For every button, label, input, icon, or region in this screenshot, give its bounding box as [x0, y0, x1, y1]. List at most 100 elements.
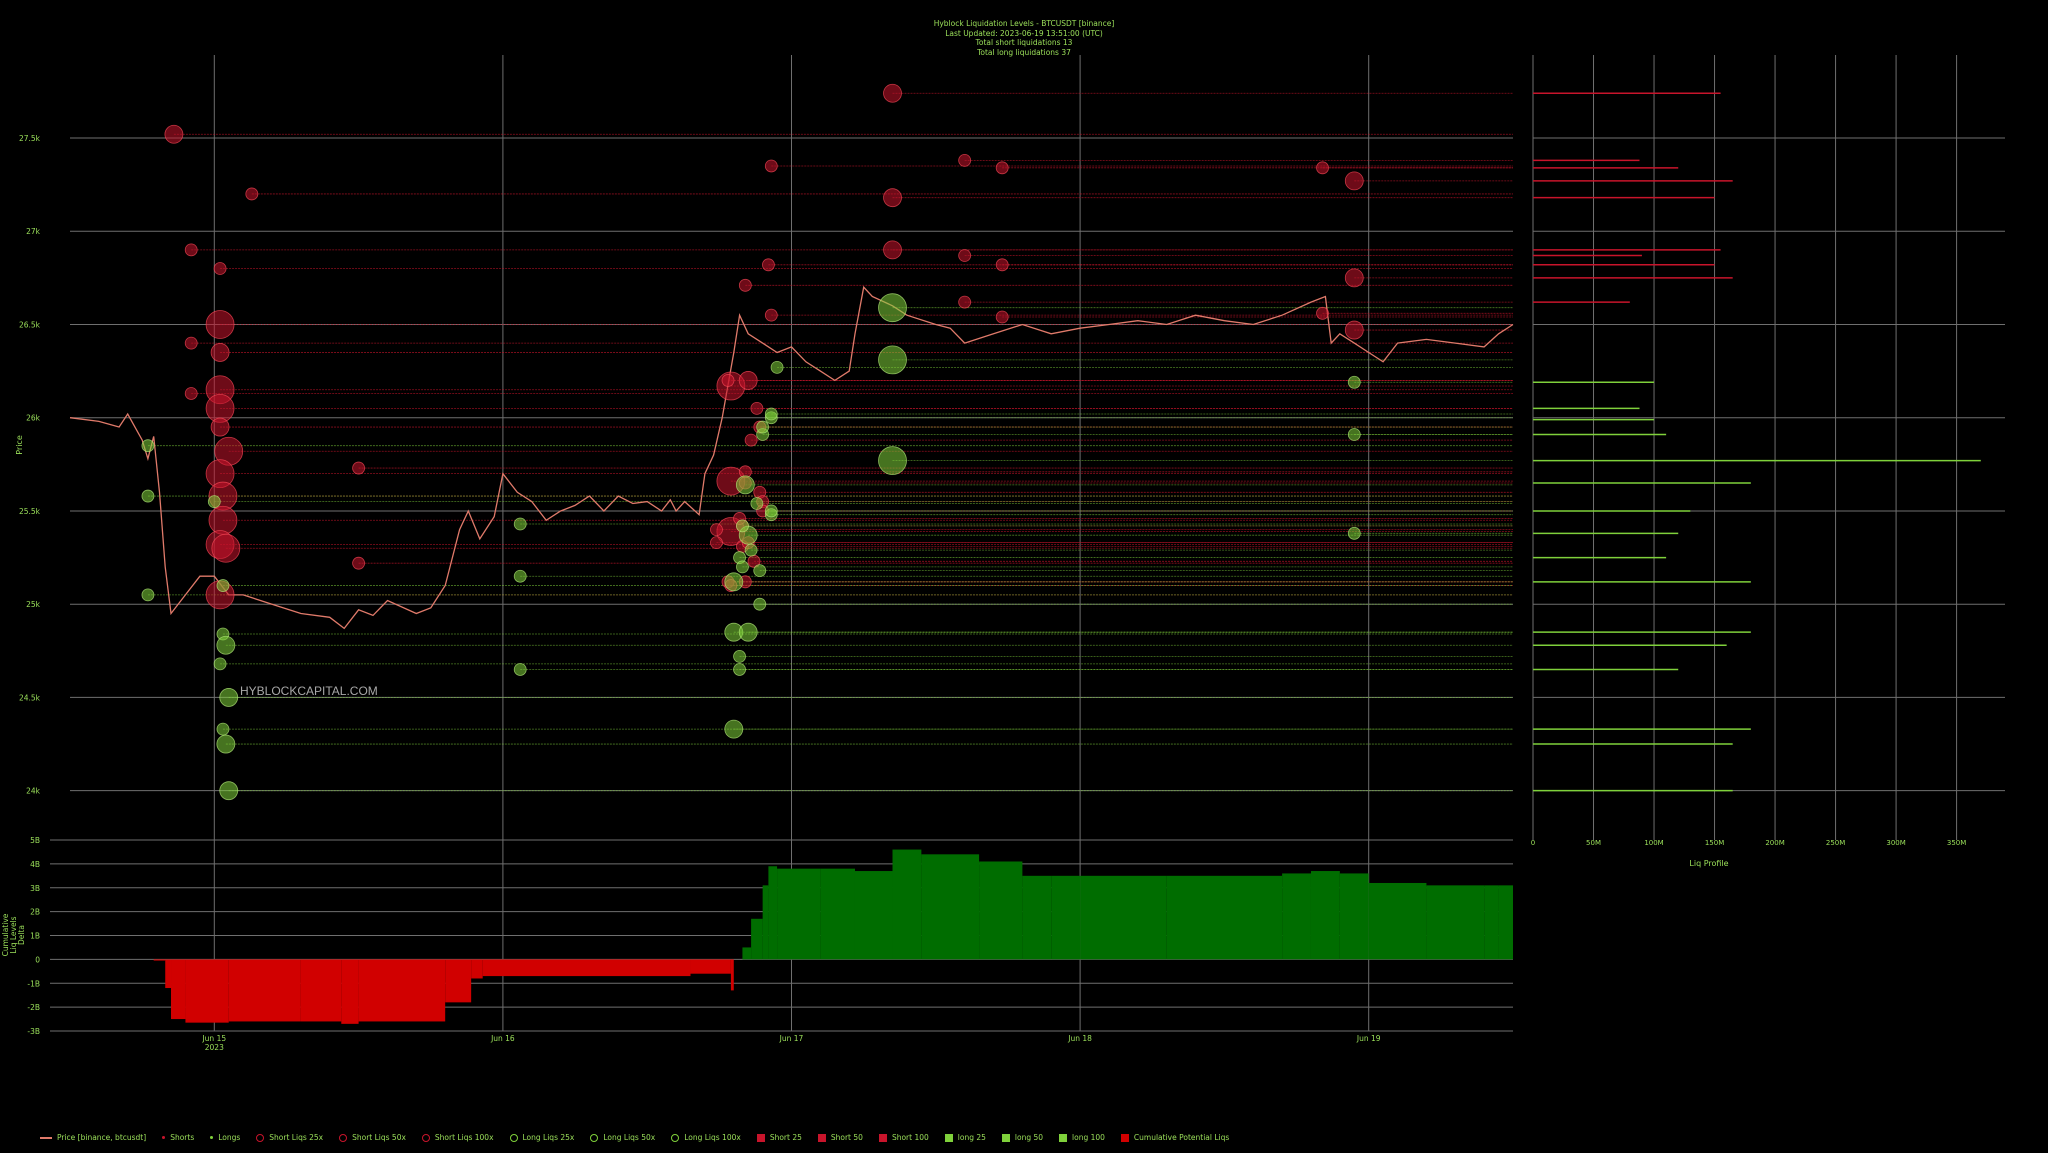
legend-swatch — [878, 1133, 887, 1142]
legend-swatch — [1120, 1133, 1129, 1142]
long-liq-point — [878, 345, 907, 375]
delta-bar — [1484, 885, 1499, 960]
legend-swatch — [1001, 1133, 1010, 1142]
x-tick-label: Jun 17 — [779, 1034, 804, 1043]
price-tick-label: 24k — [26, 787, 41, 796]
delta-bar — [1022, 875, 1052, 960]
long-liq-point — [216, 722, 230, 736]
legend-item: Short 25 — [756, 1133, 802, 1142]
profile-tick-label: 300M — [1886, 839, 1905, 847]
legend-label: Short Liqs 100x — [434, 1133, 494, 1142]
long-liq-point — [733, 663, 746, 676]
legend-swatch — [817, 1133, 826, 1142]
long-liq-point — [513, 517, 527, 531]
delta-bar — [762, 885, 769, 960]
long-liq-point — [735, 475, 755, 495]
long-liq-point — [213, 657, 227, 671]
legend-label: long 25 — [957, 1133, 986, 1142]
x-tick-label: Jun 15 — [201, 1034, 226, 1043]
legend-swatch — [162, 1136, 166, 1139]
legend-item: long 100 — [1059, 1133, 1105, 1142]
legend-label: Longs — [218, 1133, 241, 1142]
short-liq-point — [210, 417, 230, 437]
legend: Price [binance, btcusdt] Shorts Longs Short… — [40, 1133, 1229, 1142]
legend-swatch — [509, 1133, 518, 1142]
delta-bar — [358, 959, 446, 1022]
delta-bar — [1080, 875, 1167, 960]
delta-bar — [854, 871, 893, 960]
liq-bubbles — [141, 83, 1364, 801]
legend-item: Long Liqs 50x — [590, 1133, 655, 1142]
legend-swatch — [339, 1133, 348, 1142]
legend-item: Short Liqs 50x — [339, 1133, 406, 1142]
long-liq-point — [764, 407, 778, 421]
long-liq-point — [1347, 428, 1361, 441]
short-liq-point — [184, 243, 198, 257]
delta-bar — [768, 866, 778, 960]
profile-tick-label: 0 — [1531, 839, 1535, 847]
price-tick-label: 25.5k — [19, 507, 41, 516]
short-liq-point — [958, 249, 972, 262]
long-liq-point — [513, 663, 527, 676]
legend-item: Short Liqs 25x — [256, 1133, 323, 1142]
price-axis-label: Price — [15, 435, 24, 455]
legend-item: Price [binance, btcusdt] — [40, 1133, 146, 1142]
price-tick-label: 27k — [26, 227, 41, 236]
legend-swatch — [671, 1133, 680, 1142]
delta-tick-label: 2B — [30, 908, 40, 917]
delta-bar — [1166, 875, 1283, 960]
profile-layer — [1533, 92, 1981, 792]
legend-label: Short 50 — [830, 1133, 863, 1142]
legend-item: long 25 — [944, 1133, 986, 1142]
profile-tick-label: 50M — [1586, 839, 1601, 847]
delta-tick-label: 0 — [35, 955, 40, 964]
legend-swatch — [756, 1133, 765, 1142]
long-liq-point — [764, 504, 778, 518]
legend-label: Short 100 — [891, 1133, 929, 1142]
legend-item: Short 50 — [817, 1133, 863, 1142]
long-liq-point — [219, 781, 239, 801]
delta-bar — [777, 868, 792, 960]
long-liq-point — [753, 597, 767, 611]
legend-item: Cumulative Potential Liqs — [1120, 1133, 1229, 1142]
long-liq-point — [724, 719, 744, 739]
delta-bar — [482, 959, 691, 977]
short-liq-point — [1316, 306, 1329, 320]
legend-label: Short Liqs 50x — [352, 1133, 406, 1142]
price-layer — [69, 285, 1514, 630]
short-liq-point — [213, 262, 227, 275]
long-liq-point — [219, 688, 239, 707]
profile-tick-label: 250M — [1826, 839, 1845, 847]
delta-bar — [690, 959, 731, 974]
profile-axis-label: Liq Profile — [1689, 859, 1728, 868]
price-tick-label: 24.5k — [19, 693, 41, 702]
short-liq-point — [352, 556, 366, 570]
legend-label: long 50 — [1014, 1133, 1044, 1142]
chart-title: Hyblock Liquidation Levels - BTCUSDT [bi… — [933, 19, 1115, 28]
long-liq-point — [753, 564, 767, 578]
delta-bar — [979, 861, 1023, 960]
long-liq-point — [724, 572, 744, 592]
delta-tick-label: -3B — [27, 1027, 40, 1036]
short-liq-point — [762, 258, 775, 272]
short-liq-point — [1344, 320, 1364, 340]
delta-tick-label: -1B — [27, 979, 40, 988]
delta-axis-label: Cumulative — [1, 913, 10, 956]
chart-header: Hyblock Liquidation Levels - BTCUSDT [bi… — [0, 19, 2048, 57]
short-liq-point — [721, 374, 735, 387]
short-liq-point — [883, 240, 902, 260]
short-liq-point — [184, 387, 198, 400]
long-liq-point — [513, 569, 527, 583]
short-liq-point — [205, 310, 235, 339]
price-tick-label: 26k — [26, 414, 41, 423]
delta-bar — [185, 959, 229, 1023]
x-tick-label: Jun 16 — [490, 1034, 515, 1043]
total-shorts: Total short liquidations 13 — [975, 38, 1073, 47]
liq-level-lines — [147, 92, 1513, 792]
legend-item: Shorts — [162, 1133, 194, 1142]
legend-item: Short Liqs 100x — [421, 1133, 494, 1142]
price-tick-label: 27.5k — [19, 134, 41, 143]
legend-label: Long Liqs 25x — [522, 1133, 575, 1142]
long-liq-point — [736, 560, 749, 574]
